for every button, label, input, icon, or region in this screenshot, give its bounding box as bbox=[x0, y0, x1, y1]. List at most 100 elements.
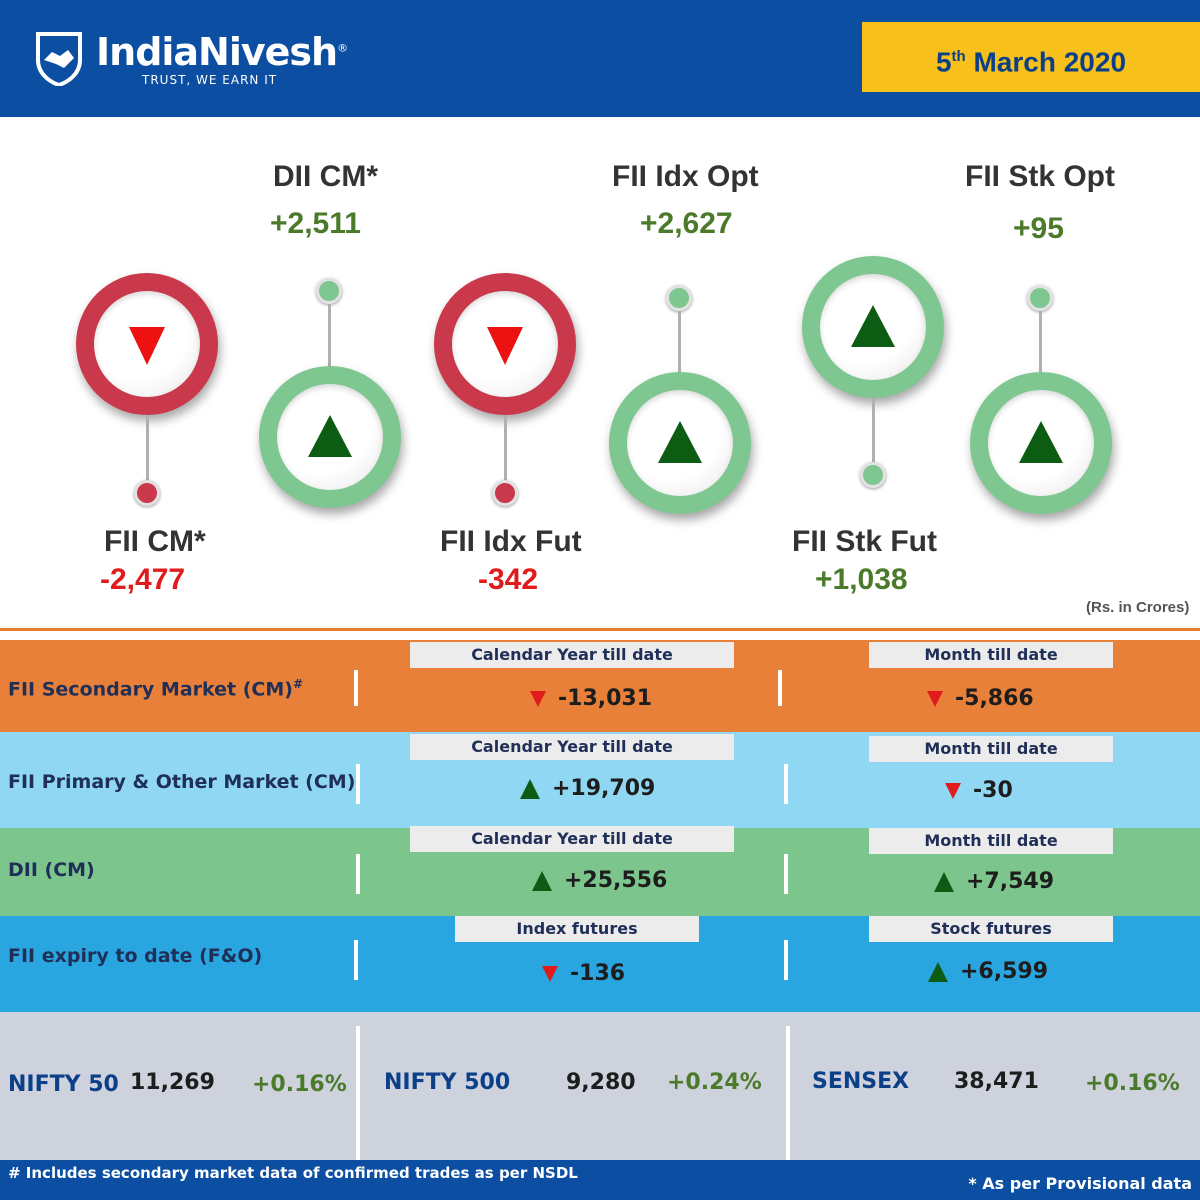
down-arrow-icon bbox=[129, 327, 165, 365]
metric-label-fii-stk-opt: FII Stk Opt bbox=[965, 160, 1115, 193]
footnote-nsdl: # Includes secondary market data of conf… bbox=[8, 1164, 578, 1182]
up-arrow-icon bbox=[520, 779, 540, 799]
date-day: 5 bbox=[935, 46, 952, 78]
footnote-provisional: * As per Provisional data bbox=[968, 1174, 1192, 1193]
marker-dot bbox=[492, 480, 518, 506]
value-stock-futures: +6,599 bbox=[928, 959, 1048, 984]
metric-label-fii-cm: FII CM* bbox=[104, 525, 206, 558]
down-arrow-icon bbox=[487, 327, 523, 365]
value-mtd: -5,866 bbox=[927, 686, 1034, 711]
marker-dot bbox=[860, 462, 886, 488]
up-arrow-icon bbox=[532, 871, 552, 891]
index-name-nifty50: NIFTY 50 bbox=[8, 1072, 119, 1097]
index-value-sensex: 38,471 bbox=[954, 1069, 1039, 1094]
index-value-nifty500: 9,280 bbox=[566, 1070, 636, 1095]
metric-value-fii-cm: -2,477 bbox=[100, 563, 186, 596]
metric-value-fii-idx-opt: +2,627 bbox=[640, 207, 733, 240]
dii-cm-up-circle bbox=[259, 366, 401, 508]
tag-stock-futures: Stock futures bbox=[869, 916, 1113, 942]
up-arrow-icon bbox=[851, 305, 895, 347]
metric-value-fii-idx-fut: -342 bbox=[478, 563, 539, 596]
index-change-nifty500: +0.24% bbox=[667, 1070, 762, 1095]
metric-value-dii-cm: +2,511 bbox=[270, 207, 361, 240]
marker-dot bbox=[1027, 285, 1053, 311]
divider-bar bbox=[354, 670, 358, 706]
connector-line bbox=[1039, 311, 1042, 373]
row-label: FII expiry to date (F&O) bbox=[8, 945, 263, 967]
row-label: DII (CM) bbox=[8, 859, 95, 881]
marker-dot bbox=[134, 480, 160, 506]
tag-calendar-ytd: Calendar Year till date bbox=[410, 734, 734, 760]
fii-idx-opt-up-circle bbox=[609, 372, 751, 514]
divider-bar bbox=[354, 940, 358, 980]
value-mtd: -30 bbox=[945, 778, 1013, 803]
brand-tagline: TRUST, WE EARN IT bbox=[142, 73, 278, 87]
up-arrow-icon bbox=[1019, 421, 1063, 463]
divider-bar bbox=[784, 940, 788, 980]
marker-dot bbox=[316, 278, 342, 304]
metric-label-fii-stk-fut: FII Stk Fut bbox=[792, 525, 937, 558]
value-index-futures: -136 bbox=[542, 961, 625, 986]
index-change-sensex: +0.16% bbox=[1085, 1071, 1180, 1096]
divider-bar bbox=[778, 670, 782, 706]
tag-month-td: Month till date bbox=[869, 642, 1113, 668]
row-fii-expiry: FII expiry to date (F&O) Index futures -… bbox=[0, 916, 1200, 1012]
tag-month-td: Month till date bbox=[869, 736, 1113, 762]
down-arrow-icon bbox=[927, 691, 943, 707]
fii-idx-fut-down-circle bbox=[434, 273, 576, 415]
handshake-shield-icon bbox=[36, 32, 82, 86]
divider-bar bbox=[786, 1026, 790, 1160]
row-label: FII Primary & Other Market (CM) bbox=[8, 771, 356, 793]
row-dii: DII (CM) Calendar Year till date +25,556… bbox=[0, 826, 1200, 916]
fii-cm-down-circle bbox=[76, 273, 218, 415]
marker-dot bbox=[666, 285, 692, 311]
metric-value-fii-stk-opt: +95 bbox=[1013, 212, 1064, 245]
metric-value-fii-stk-fut: +1,038 bbox=[815, 563, 908, 596]
value-mtd: +7,549 bbox=[934, 869, 1054, 894]
fii-stk-fut-up-circle bbox=[802, 256, 944, 398]
divider-bar bbox=[356, 764, 360, 804]
up-arrow-icon bbox=[658, 421, 702, 463]
divider-bar bbox=[784, 854, 788, 894]
value-ytd: +25,556 bbox=[532, 868, 667, 893]
metric-label-fii-idx-opt: FII Idx Opt bbox=[612, 160, 759, 193]
index-change-nifty50: +0.16% bbox=[252, 1072, 347, 1097]
down-arrow-icon bbox=[530, 691, 546, 707]
report-date: 5th March 2020 bbox=[862, 22, 1200, 92]
connector-line bbox=[678, 311, 681, 373]
row-fii-secondary: FII Secondary Market (CM)# Calendar Year… bbox=[0, 640, 1200, 732]
index-name-nifty500: NIFTY 500 bbox=[384, 1070, 511, 1095]
brand-logo: IndiaNivesh® TRUST, WE EARN IT bbox=[34, 30, 348, 90]
down-arrow-icon bbox=[542, 966, 558, 982]
divider-bar bbox=[356, 1026, 360, 1160]
footer-bar: # Includes secondary market data of conf… bbox=[0, 1160, 1200, 1200]
tag-calendar-ytd: Calendar Year till date bbox=[410, 642, 734, 668]
metric-label-dii-cm: DII CM* bbox=[273, 160, 378, 193]
metric-label-fii-idx-fut: FII Idx Fut bbox=[440, 525, 582, 558]
row-indices: NIFTY 50 11,269 +0.16% NIFTY 500 9,280 +… bbox=[0, 1012, 1200, 1160]
connector-line bbox=[872, 398, 875, 464]
connector-line bbox=[328, 304, 331, 368]
units-note: (Rs. in Crores) bbox=[1086, 599, 1190, 616]
value-ytd: -13,031 bbox=[530, 686, 652, 711]
date-suffix: th bbox=[951, 48, 966, 65]
registered-mark: ® bbox=[337, 41, 348, 55]
divider-bar bbox=[784, 764, 788, 804]
connector-line bbox=[146, 415, 149, 483]
brand-name: IndiaNivesh bbox=[96, 30, 338, 74]
up-arrow-icon bbox=[308, 415, 352, 457]
down-arrow-icon bbox=[945, 783, 961, 799]
row-fii-primary: FII Primary & Other Market (CM) Calendar… bbox=[0, 732, 1200, 828]
divider bbox=[0, 628, 1200, 631]
row-label: FII Secondary Market (CM) bbox=[8, 678, 293, 701]
divider-bar bbox=[356, 854, 360, 894]
fii-stk-opt-up-circle bbox=[970, 372, 1112, 514]
up-arrow-icon bbox=[934, 872, 954, 892]
date-month-year: March 2020 bbox=[973, 46, 1127, 78]
value-ytd: +19,709 bbox=[520, 776, 655, 801]
tag-calendar-ytd: Calendar Year till date bbox=[410, 826, 734, 852]
row-label-footnote: # bbox=[292, 677, 304, 691]
up-arrow-icon bbox=[928, 962, 948, 982]
connector-line bbox=[504, 415, 507, 483]
index-value-nifty50: 11,269 bbox=[130, 1070, 215, 1095]
